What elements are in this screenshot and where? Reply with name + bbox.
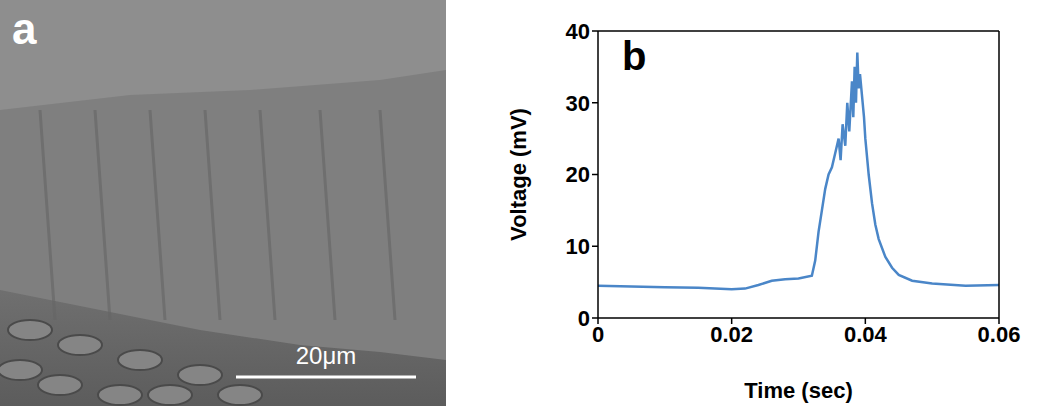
html-text:20μm: 20μm	[295, 342, 357, 369]
html-text:a: a	[12, 4, 37, 53]
svg-text:20: 20	[566, 162, 590, 187]
svg-text:Voltage (mV): Voltage (mV)	[506, 108, 531, 241]
svg-text:0: 0	[592, 322, 604, 347]
svg-text:0.06: 0.06	[978, 322, 1021, 347]
svg-text:10: 10	[566, 234, 590, 259]
svg-text:30: 30	[566, 91, 590, 116]
html-text:b: b	[622, 34, 647, 78]
svg-text:Time (sec): Time (sec)	[744, 378, 852, 403]
svg-text:0.04: 0.04	[844, 322, 888, 347]
svg-text:0.02: 0.02	[710, 322, 753, 347]
svg-text:40: 40	[566, 19, 590, 44]
svg-text:0: 0	[578, 306, 590, 331]
